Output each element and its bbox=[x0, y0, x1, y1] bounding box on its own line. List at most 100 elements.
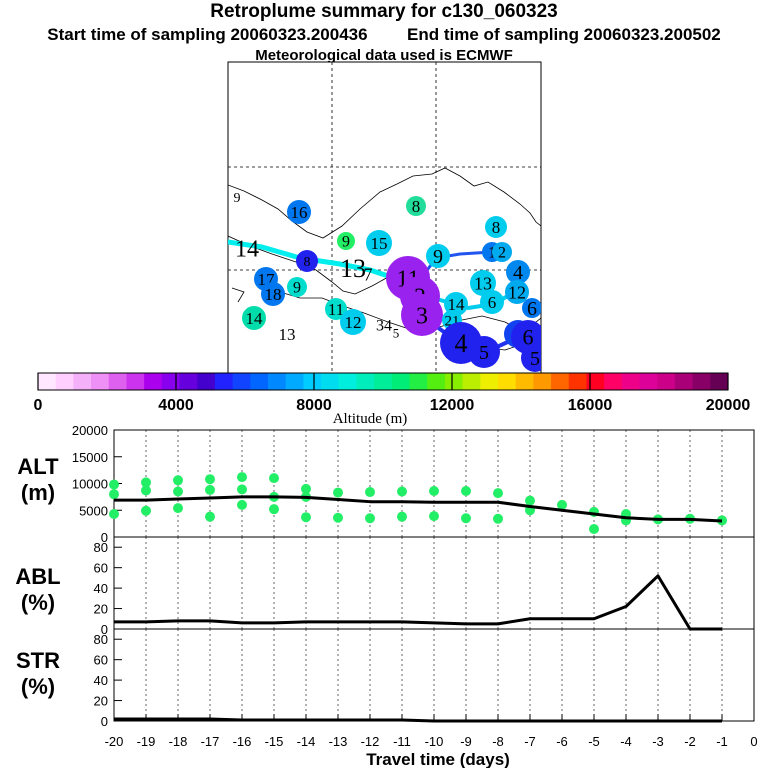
marker-dot bbox=[366, 230, 392, 256]
altitude-point bbox=[429, 485, 439, 496]
map-marker: 13 bbox=[470, 270, 496, 296]
colorbar-cell bbox=[285, 373, 304, 390]
colorbar-cell bbox=[533, 373, 552, 390]
y-tick-label: 0 bbox=[101, 530, 108, 545]
x-tick-label: -9 bbox=[460, 734, 472, 749]
altitude-point bbox=[173, 486, 183, 497]
map-marker: 34 bbox=[376, 318, 392, 335]
marker-label: 11 bbox=[328, 300, 344, 319]
y-tick-label: 20000 bbox=[72, 423, 108, 438]
map-marker: 4 bbox=[506, 260, 530, 284]
altitude-point bbox=[141, 477, 151, 488]
colorbar-cell bbox=[161, 373, 181, 390]
start-time-label: Start time of sampling 20060323.200436 bbox=[47, 25, 368, 44]
colorbar-cell bbox=[197, 373, 216, 390]
marker-label: 9 bbox=[433, 246, 443, 268]
marker-dot bbox=[337, 232, 355, 250]
x-tick-label: -10 bbox=[425, 734, 444, 749]
colorbar-cell bbox=[551, 373, 570, 390]
map-marker: 13 bbox=[279, 325, 296, 344]
altitude-point bbox=[173, 475, 183, 486]
met-data-label: Meteorological data used is ECMWF bbox=[255, 47, 513, 64]
x-tick-label: -20 bbox=[105, 734, 124, 749]
alt-unit: (m) bbox=[21, 480, 55, 505]
colorbar-tick-label: 8000 bbox=[296, 397, 332, 414]
alt-panel: ALT (m) 20000 15000 10000 5000 0 bbox=[17, 423, 755, 545]
x-tick-label: -17 bbox=[201, 734, 220, 749]
x-tick-label: -11 bbox=[393, 734, 411, 749]
marker-dot bbox=[426, 244, 450, 268]
colorbar-cell bbox=[338, 373, 357, 390]
str-panel: STR (%) 80 60 40 20 0 bbox=[16, 628, 755, 729]
x-tick-label: -3 bbox=[652, 734, 664, 749]
marker-label: 34 bbox=[376, 318, 392, 335]
alt-label: ALT bbox=[17, 454, 59, 479]
altitude-point bbox=[301, 512, 311, 523]
y-tick-label: 40 bbox=[94, 581, 108, 596]
colorbar-tick-label: 20000 bbox=[706, 397, 751, 414]
x-tick-label: -16 bbox=[233, 734, 252, 749]
colorbar-cell bbox=[391, 373, 411, 390]
colorbar-ticks: 0 4000 8000 12000 16000 20000 bbox=[34, 373, 751, 414]
map-marker: 14 bbox=[444, 292, 468, 316]
marker-label: 13 bbox=[279, 325, 296, 344]
colorbar-cell bbox=[639, 373, 658, 390]
altitude-point bbox=[109, 479, 119, 490]
y-tick-label: 0 bbox=[101, 622, 108, 637]
altitude-point bbox=[397, 511, 407, 522]
marker-dot bbox=[401, 294, 443, 336]
map-marker: 12 bbox=[340, 309, 366, 335]
marker-label: 4 bbox=[513, 262, 523, 284]
marker-dot bbox=[480, 290, 504, 314]
altitude-point bbox=[173, 503, 183, 514]
end-time-label: End time of sampling 20060323.200502 bbox=[407, 25, 721, 44]
marker-label: 5 bbox=[393, 326, 400, 341]
altitude-point bbox=[429, 511, 439, 522]
map-marker: 18 bbox=[261, 282, 285, 306]
map-marker: 16 bbox=[287, 200, 311, 224]
str-series-line bbox=[114, 717, 722, 723]
altitude-point bbox=[461, 513, 471, 524]
colorbar-cell bbox=[268, 373, 287, 390]
y-tick-label: 20 bbox=[94, 602, 108, 617]
chart-title: Retroplume summary for c130_060323 bbox=[210, 1, 558, 22]
x-tick-label: -14 bbox=[297, 734, 316, 749]
marker-label: 3 bbox=[416, 303, 428, 329]
y-tick-label: 40 bbox=[94, 673, 108, 688]
colorbar-cell bbox=[303, 373, 322, 390]
marker-label: 9 bbox=[342, 234, 350, 251]
marker-label: 4 bbox=[455, 329, 468, 358]
marker-dot bbox=[406, 196, 426, 216]
altitude-point bbox=[109, 489, 119, 500]
x-tick-label: -18 bbox=[169, 734, 188, 749]
y-tick-label: 80 bbox=[94, 632, 108, 647]
marker-dot bbox=[468, 336, 500, 368]
marker-label: 8 bbox=[492, 218, 501, 237]
map-frame bbox=[227, 61, 542, 374]
altitude-point bbox=[589, 523, 599, 534]
colorbar-cell bbox=[214, 373, 234, 390]
map-marker: 8 bbox=[406, 196, 426, 216]
marker-label: 18 bbox=[265, 285, 282, 304]
colorbar-cell bbox=[692, 373, 711, 390]
x-tick-label: -12 bbox=[361, 734, 380, 749]
colorbar-cell bbox=[73, 373, 92, 390]
map-marker: 8 bbox=[296, 250, 318, 272]
marker-label: 5 bbox=[479, 342, 489, 364]
alt-plot: 20000 15000 10000 5000 0 bbox=[72, 423, 727, 545]
marker-label: 5 bbox=[530, 348, 540, 370]
x-tick-label: -2 bbox=[684, 734, 696, 749]
colorbar-cells bbox=[38, 373, 729, 390]
altitude-point bbox=[557, 499, 567, 510]
colorbar-cell bbox=[515, 373, 534, 390]
marker-label: 15 bbox=[371, 234, 388, 253]
marker-label: 13 bbox=[474, 273, 492, 293]
abl-label: ABL bbox=[15, 564, 60, 589]
marker-dot bbox=[485, 216, 507, 238]
marker-label: 14 bbox=[448, 295, 466, 314]
marker-label: 6 bbox=[488, 293, 497, 312]
altitude-point bbox=[237, 499, 247, 510]
